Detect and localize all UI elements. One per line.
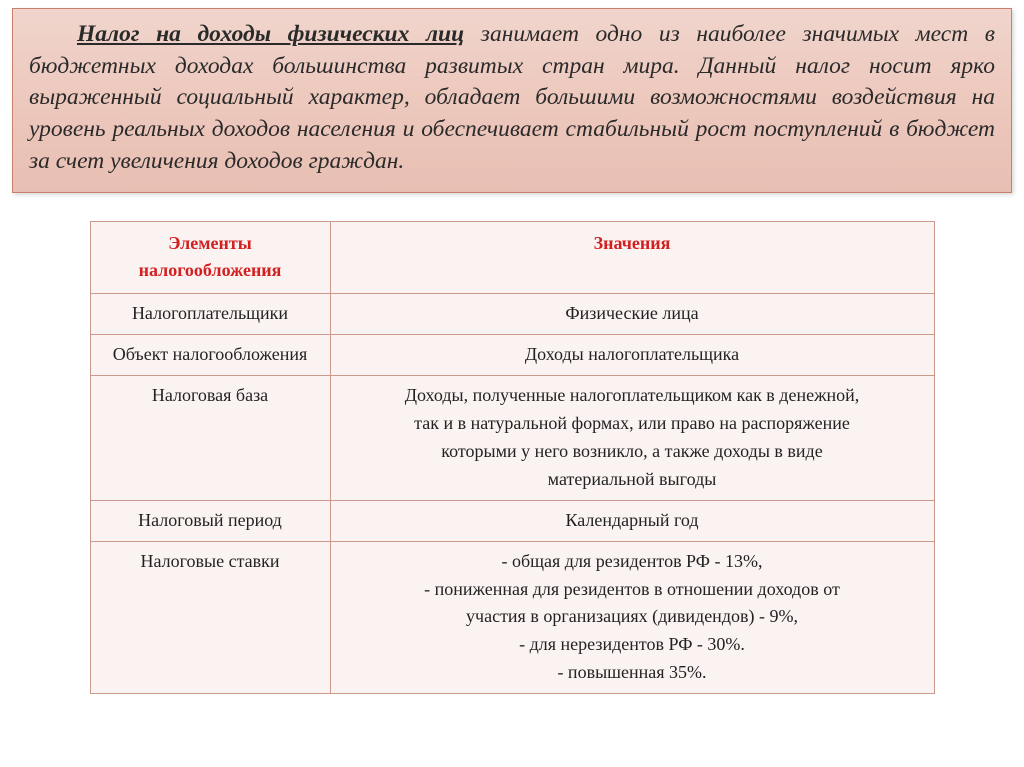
intro-paragraph: Налог на доходы физических лиц занимает … [29, 19, 995, 178]
row-value: Доходы налогоплательщика [330, 335, 934, 376]
table-header-row: Элементы налогообложения Значения [90, 221, 934, 294]
tax-elements-table: Элементы налогообложения Значения Налого… [90, 221, 935, 694]
header-elements: Элементы налогообложения [90, 221, 330, 294]
table-row: Налоговая база Доходы, полученные налого… [90, 376, 934, 501]
table-row: Налоговый период Календарный год [90, 500, 934, 541]
row-value: - общая для резидентов РФ - 13%, - пониж… [330, 541, 934, 693]
row-value: Физические лица [330, 294, 934, 335]
table-row: Объект налогообложения Доходы налогоплат… [90, 335, 934, 376]
table-row: Налоговые ставки - общая для резидентов … [90, 541, 934, 693]
intro-lead: Налог на доходы физических лиц [77, 21, 464, 47]
row-element: Налогоплательщики [90, 294, 330, 335]
row-element: Налоговый период [90, 500, 330, 541]
row-value: Календарный год [330, 500, 934, 541]
row-value: Доходы, полученные налогоплательщиком ка… [330, 376, 934, 501]
table-wrap: Элементы налогообложения Значения Налого… [12, 221, 1012, 694]
header-values: Значения [330, 221, 934, 294]
table-row: Налогоплательщики Физические лица [90, 294, 934, 335]
row-element: Налоговая база [90, 376, 330, 501]
intro-box: Налог на доходы физических лиц занимает … [12, 8, 1012, 193]
row-element: Объект налогообложения [90, 335, 330, 376]
row-element: Налоговые ставки [90, 541, 330, 693]
